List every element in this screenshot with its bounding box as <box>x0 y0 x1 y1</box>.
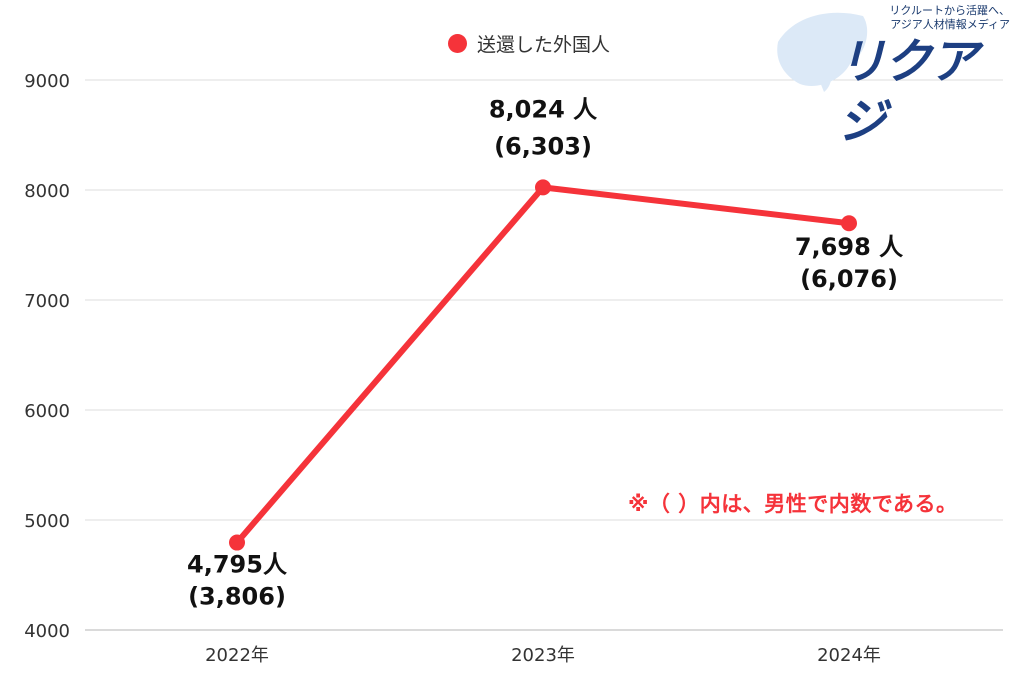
data-label-male: (3,806) <box>188 583 286 611</box>
legend: 送還した外国人 <box>448 30 610 57</box>
series-line <box>229 179 857 551</box>
x-tick-label: 2022年 <box>205 645 269 666</box>
logo-tagline-1: リクルートから活躍へ、 <box>889 4 1010 17</box>
data-label-male: (6,076) <box>800 265 898 293</box>
x-tick-label: 2024年 <box>817 645 881 666</box>
logo-wordmark: リクアジ <box>838 34 978 150</box>
y-tick-label: 4000 <box>24 621 70 642</box>
logo-tagline-2: アジア人材情報メディア <box>890 18 1010 31</box>
y-tick-label: 9000 <box>24 71 70 92</box>
legend-label: 送還した外国人 <box>477 34 611 56</box>
x-axis-ticks: 2022年 2023年 2024年 <box>205 645 881 666</box>
asia-map-icon <box>777 12 868 92</box>
data-point <box>229 534 245 551</box>
data-label-male: (6,303) <box>494 132 592 160</box>
logo: リクルートから活躍へ、 アジア人材情報メディア リクアジ <box>768 2 1020 150</box>
data-labels: 4,795人 (3,806) 8,024 人 (6,303) 7,698 人 (6,076… <box>187 95 903 610</box>
y-tick-label: 7000 <box>24 291 70 312</box>
y-axis-ticks: 4000 5000 6000 7000 8000 9000 <box>24 71 70 642</box>
data-point <box>841 215 857 232</box>
data-label-count: 4,795人 <box>187 551 287 579</box>
y-tick-label: 6000 <box>24 401 70 422</box>
data-label-count: 7,698 人 <box>795 233 903 261</box>
data-label-count: 8,024 人 <box>489 95 597 123</box>
y-tick-label: 5000 <box>24 511 70 532</box>
gridlines <box>85 79 1003 631</box>
x-tick-label: 2023年 <box>511 645 575 666</box>
footnote: ※（ ）内は、男性で内数である。 <box>628 492 958 516</box>
legend-marker <box>448 34 467 53</box>
y-tick-label: 8000 <box>24 181 70 202</box>
data-point <box>535 179 551 196</box>
